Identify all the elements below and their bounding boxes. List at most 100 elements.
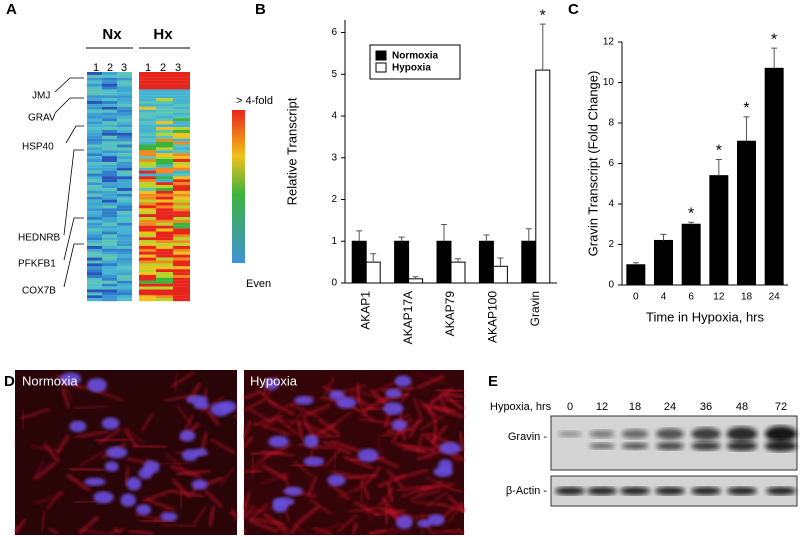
heat-cell — [139, 80, 156, 84]
heat-cell — [173, 283, 190, 287]
error-bar — [497, 257, 504, 267]
fiber — [242, 491, 252, 510]
heat-cell — [87, 298, 102, 302]
heat-cell — [102, 280, 117, 284]
heat-cell — [87, 254, 102, 258]
fiber — [128, 529, 154, 536]
band — [621, 429, 649, 439]
heat-cell — [156, 72, 173, 75]
x-tick-label: 6 — [688, 292, 694, 303]
error-bar — [454, 258, 461, 263]
scale-label: > 4-fold — [236, 95, 273, 107]
heat-cell — [87, 231, 102, 235]
heat-cell — [156, 86, 173, 90]
heat-cell — [117, 179, 132, 183]
heat-cell — [156, 144, 173, 148]
bar — [764, 67, 784, 286]
heat-cell — [102, 295, 117, 299]
blot-time: 48 — [736, 401, 748, 413]
heat-cell — [173, 225, 190, 229]
heat-cell — [87, 263, 102, 267]
heat-cell — [87, 222, 102, 226]
heat-cell — [156, 161, 173, 165]
fiber — [444, 398, 465, 403]
heat-cell — [87, 167, 102, 171]
heat-cell — [117, 254, 132, 258]
heat-cell — [156, 211, 173, 215]
heat-cell — [87, 188, 102, 191]
heat-cell — [87, 240, 102, 244]
bar — [365, 261, 381, 284]
heat-cell — [87, 292, 102, 296]
heat-cell — [117, 98, 132, 102]
nucleus — [439, 441, 462, 455]
heat-cell — [156, 167, 173, 171]
fiber — [232, 414, 238, 419]
error-bar — [771, 47, 778, 69]
fiber — [433, 405, 465, 419]
fiber — [174, 371, 178, 393]
heat-cell — [156, 159, 173, 162]
heat-cell — [156, 228, 173, 232]
gene-label: COX7B — [22, 286, 56, 297]
fiber — [260, 472, 291, 485]
heat-cell — [117, 246, 132, 249]
band — [587, 487, 617, 495]
error-bar — [632, 262, 639, 265]
heat-cell — [102, 251, 117, 255]
heat-cell — [173, 263, 190, 267]
heat-cell — [102, 135, 117, 139]
heat-cell — [102, 193, 117, 197]
heat-cell — [139, 295, 156, 299]
heat-cell — [156, 260, 173, 264]
band — [558, 431, 582, 437]
heat-cell — [173, 246, 190, 249]
heat-cell — [156, 173, 173, 177]
heat-cell — [139, 298, 156, 302]
band — [765, 426, 797, 442]
blot-time: 12 — [596, 401, 608, 413]
heat-cell — [117, 237, 132, 241]
fiber — [21, 409, 25, 430]
fiber — [243, 396, 270, 412]
heat-cell — [156, 246, 173, 249]
heat-cell — [139, 214, 156, 218]
heat-cell — [156, 156, 173, 160]
group-label: Nx — [102, 26, 122, 43]
fiber — [419, 414, 445, 431]
heat-cell — [156, 214, 173, 218]
heat-cell — [87, 286, 102, 290]
fiber — [412, 397, 423, 418]
fiber — [401, 443, 436, 452]
legend-label: Normoxia — [392, 51, 439, 62]
band — [656, 428, 684, 440]
scale-label: Even — [246, 278, 271, 290]
heat-cell — [102, 190, 117, 194]
heat-cell — [117, 170, 132, 174]
heat-cell — [139, 222, 156, 226]
heat-cell — [87, 156, 102, 160]
nucleus — [383, 402, 404, 416]
nucleus — [101, 417, 120, 430]
fiber — [336, 514, 358, 533]
nucleus — [104, 461, 119, 472]
fiber — [73, 405, 109, 410]
heat-cell — [173, 89, 190, 93]
nucleus — [86, 378, 107, 393]
fiber — [289, 519, 302, 535]
heat-cell — [117, 292, 132, 296]
heat-cell — [117, 280, 132, 284]
heat-cell — [139, 150, 156, 154]
heat-cell — [173, 150, 190, 154]
fiber — [203, 405, 220, 426]
heat-cell — [173, 106, 190, 110]
fiber — [125, 427, 146, 445]
heat-cell — [117, 231, 132, 235]
heat-cell — [156, 150, 173, 154]
bar — [436, 240, 452, 284]
error-bar — [688, 221, 695, 225]
band — [766, 487, 796, 495]
heat-cell — [173, 251, 190, 255]
fiber — [307, 475, 318, 497]
heat-cell — [102, 89, 117, 93]
